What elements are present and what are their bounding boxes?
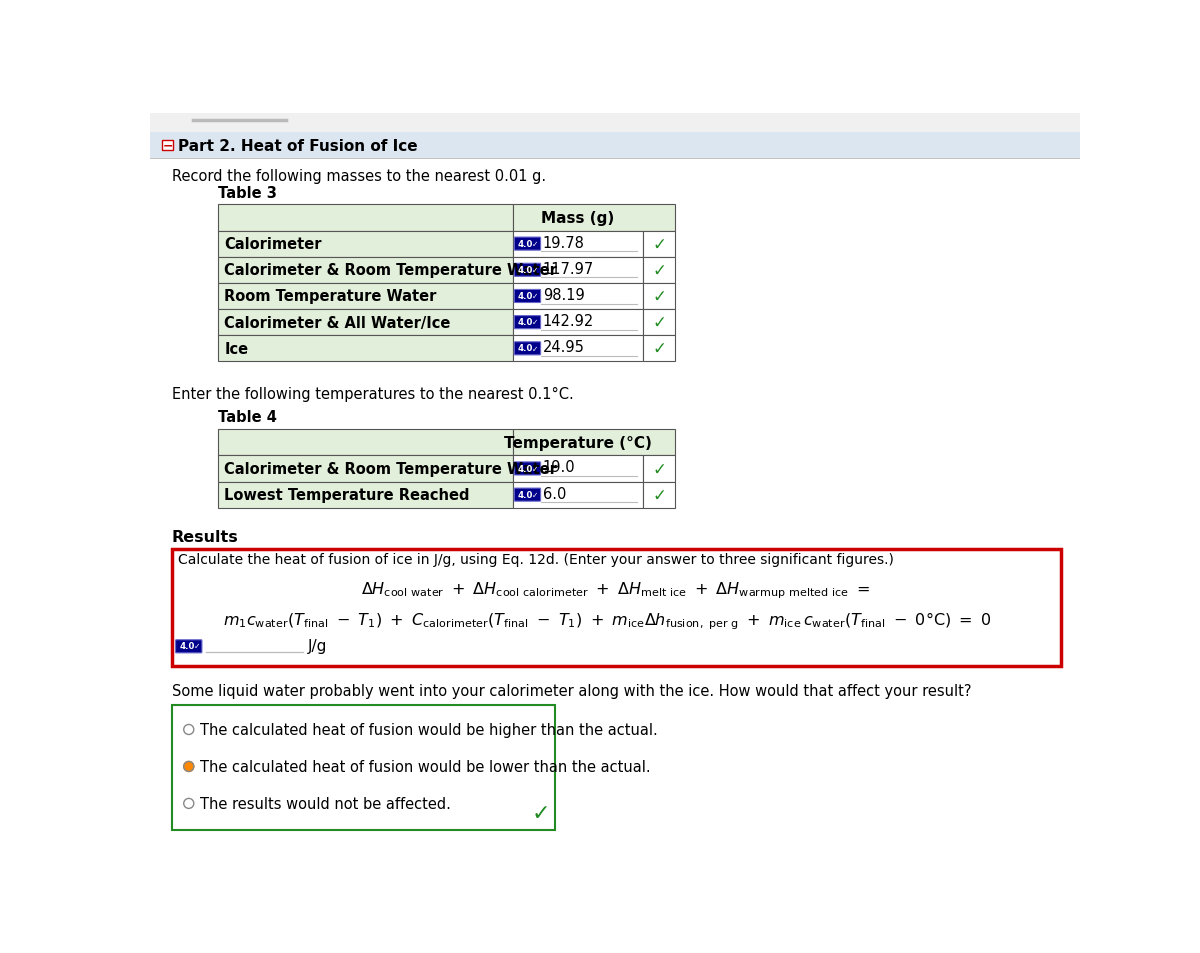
Text: 24.95: 24.95 <box>542 340 584 355</box>
FancyBboxPatch shape <box>218 335 512 362</box>
Text: ✓: ✓ <box>532 292 539 301</box>
FancyBboxPatch shape <box>512 456 643 482</box>
Text: Table 3: Table 3 <box>218 185 277 200</box>
Text: Calorimeter: Calorimeter <box>224 237 322 252</box>
FancyBboxPatch shape <box>150 132 1080 159</box>
FancyBboxPatch shape <box>218 284 512 310</box>
Text: ✓: ✓ <box>532 344 539 353</box>
FancyBboxPatch shape <box>515 342 541 355</box>
Text: The results would not be affected.: The results would not be affected. <box>200 796 451 811</box>
Text: Calorimeter & All Water/Ice: Calorimeter & All Water/Ice <box>224 315 451 331</box>
Text: ✓: ✓ <box>653 288 666 306</box>
FancyBboxPatch shape <box>218 257 512 284</box>
Text: Lowest Temperature Reached: Lowest Temperature Reached <box>224 488 470 502</box>
FancyBboxPatch shape <box>218 456 512 482</box>
Text: 4.0: 4.0 <box>517 464 533 473</box>
FancyBboxPatch shape <box>175 640 202 653</box>
FancyBboxPatch shape <box>512 205 676 232</box>
FancyBboxPatch shape <box>512 335 643 362</box>
Text: 19.78: 19.78 <box>542 235 584 251</box>
Text: Calculate the heat of fusion of ice in J/g, using Eq. 12d. (Enter your answer to: Calculate the heat of fusion of ice in J… <box>178 553 894 567</box>
Text: ✓: ✓ <box>653 261 666 279</box>
Text: ✓: ✓ <box>653 460 666 478</box>
FancyBboxPatch shape <box>172 705 556 830</box>
FancyBboxPatch shape <box>150 114 1080 132</box>
Text: ✓: ✓ <box>532 464 539 473</box>
FancyBboxPatch shape <box>218 310 512 335</box>
FancyBboxPatch shape <box>218 232 512 257</box>
FancyBboxPatch shape <box>643 232 676 257</box>
Text: 19.0: 19.0 <box>542 460 576 475</box>
Text: 6.0: 6.0 <box>542 486 566 501</box>
Text: J/g: J/g <box>307 639 326 654</box>
Text: ✓: ✓ <box>653 486 666 504</box>
Text: Part 2. Heat of Fusion of Ice: Part 2. Heat of Fusion of Ice <box>178 138 418 153</box>
Circle shape <box>184 724 193 735</box>
FancyBboxPatch shape <box>643 284 676 310</box>
FancyBboxPatch shape <box>512 430 676 456</box>
FancyBboxPatch shape <box>515 238 541 251</box>
Text: 4.0: 4.0 <box>517 292 533 301</box>
FancyBboxPatch shape <box>643 482 676 508</box>
Text: Record the following masses to the nearest 0.01 g.: Record the following masses to the neare… <box>172 170 546 184</box>
FancyBboxPatch shape <box>643 257 676 284</box>
Text: Calorimeter & Room Temperature Water: Calorimeter & Room Temperature Water <box>224 461 557 476</box>
Text: The calculated heat of fusion would be lower than the actual.: The calculated heat of fusion would be l… <box>200 760 650 774</box>
FancyBboxPatch shape <box>515 462 541 476</box>
Text: ✓: ✓ <box>193 641 200 651</box>
Text: 4.0: 4.0 <box>517 490 533 499</box>
Text: ✓: ✓ <box>532 802 551 822</box>
FancyBboxPatch shape <box>512 310 643 335</box>
Text: ✓: ✓ <box>532 490 539 499</box>
Text: Some liquid water probably went into your calorimeter along with the ice. How wo: Some liquid water probably went into you… <box>172 683 971 699</box>
FancyBboxPatch shape <box>512 284 643 310</box>
Text: 142.92: 142.92 <box>542 314 594 329</box>
Text: The calculated heat of fusion would be higher than the actual.: The calculated heat of fusion would be h… <box>200 722 658 738</box>
Text: Table 4: Table 4 <box>218 410 277 425</box>
Text: ✓: ✓ <box>653 340 666 358</box>
Text: $\Delta H_{\rm cool\ water}\ +\ \Delta H_{\rm cool\ calorimeter}\ +\ \Delta H_{\: $\Delta H_{\rm cool\ water}\ +\ \Delta H… <box>360 579 870 600</box>
FancyBboxPatch shape <box>218 430 512 456</box>
Text: Temperature (°C): Temperature (°C) <box>504 436 652 451</box>
Text: Enter the following temperatures to the nearest 0.1°C.: Enter the following temperatures to the … <box>172 387 574 402</box>
Text: 4.0: 4.0 <box>517 266 533 274</box>
FancyBboxPatch shape <box>515 290 541 303</box>
FancyBboxPatch shape <box>162 140 173 152</box>
Text: 4.0: 4.0 <box>517 318 533 327</box>
Text: 4.0: 4.0 <box>517 344 533 353</box>
Text: ✓: ✓ <box>653 235 666 253</box>
FancyBboxPatch shape <box>172 550 1062 667</box>
Text: 4.0: 4.0 <box>179 641 194 651</box>
Text: 4.0: 4.0 <box>517 239 533 249</box>
Text: 117.97: 117.97 <box>542 261 594 276</box>
Text: ✓: ✓ <box>532 239 539 249</box>
Text: Ice: Ice <box>224 341 248 356</box>
FancyBboxPatch shape <box>643 456 676 482</box>
FancyBboxPatch shape <box>515 264 541 277</box>
Text: ✓: ✓ <box>532 318 539 327</box>
Text: 98.19: 98.19 <box>542 288 584 303</box>
FancyBboxPatch shape <box>218 205 512 232</box>
FancyBboxPatch shape <box>643 310 676 335</box>
Circle shape <box>184 761 193 772</box>
Text: Results: Results <box>172 530 239 545</box>
FancyBboxPatch shape <box>512 482 643 508</box>
Text: $m_1 c_{\rm water}(T_{\rm final}\ -\ T_1)\ +\ C_{\rm calorimeter}(T_{\rm final}\: $m_1 c_{\rm water}(T_{\rm final}\ -\ T_1… <box>223 610 991 631</box>
Circle shape <box>184 799 193 808</box>
FancyBboxPatch shape <box>643 335 676 362</box>
Text: Calorimeter & Room Temperature Water: Calorimeter & Room Temperature Water <box>224 263 557 278</box>
FancyBboxPatch shape <box>218 482 512 508</box>
FancyBboxPatch shape <box>512 232 643 257</box>
FancyBboxPatch shape <box>150 159 1080 848</box>
Text: −: − <box>162 139 173 152</box>
FancyBboxPatch shape <box>515 489 541 501</box>
Text: Mass (g): Mass (g) <box>541 211 614 226</box>
FancyBboxPatch shape <box>515 316 541 330</box>
Text: Room Temperature Water: Room Temperature Water <box>224 289 437 304</box>
Text: ✓: ✓ <box>653 314 666 332</box>
FancyBboxPatch shape <box>512 257 643 284</box>
Text: ✓: ✓ <box>532 266 539 274</box>
